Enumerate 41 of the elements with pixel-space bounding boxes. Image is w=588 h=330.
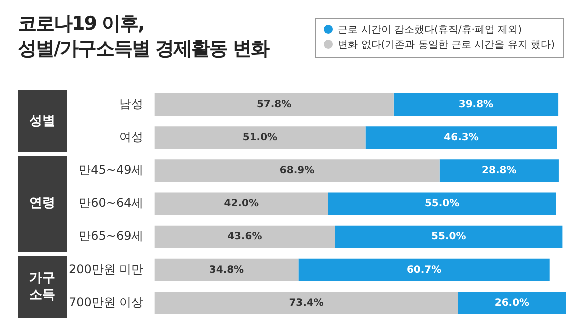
data-label: 42.0%	[224, 198, 259, 210]
data-label: 55.0%	[432, 232, 466, 243]
bar	[154, 160, 440, 182]
data-label: 57.8%	[256, 99, 292, 110]
data-label: 46.3%	[444, 132, 479, 144]
bar	[366, 126, 558, 150]
bar	[440, 160, 559, 182]
legend-label: 근로 시간이 감소했다(휴직/휴·폐업 제외)	[337, 24, 524, 38]
bar	[154, 126, 366, 150]
bar	[154, 93, 394, 116]
y-tick-label: 700만원 이상	[69, 295, 144, 310]
data-label: 55.0%	[424, 198, 460, 210]
y-tick-label: 만60~64세	[79, 196, 144, 210]
data-label: 26.0%	[494, 298, 530, 309]
text: 가구 소득	[18, 256, 67, 318]
y-tick-label: 만45~49세	[79, 163, 144, 178]
y-tick-label: 남성	[120, 96, 144, 111]
bar	[458, 292, 566, 315]
data-label: 34.8%	[209, 264, 244, 276]
legend-label: 변화 없다(기존과 동일한 근로 시간을 유지 했다)	[337, 39, 555, 53]
y-tick-label: 여성	[120, 130, 144, 144]
data-label: 28.8%	[482, 166, 517, 177]
data-label: 60.7%	[406, 264, 442, 276]
bar	[298, 258, 550, 282]
data-label: 51.0%	[242, 132, 278, 144]
bar	[154, 292, 458, 315]
y-tick-label: 만65~69세	[79, 229, 144, 244]
bar	[154, 192, 328, 216]
data-label: 39.8%	[458, 99, 494, 110]
bar	[154, 226, 336, 248]
bar	[154, 258, 299, 282]
data-label: 43.6%	[228, 232, 262, 243]
data-label: 68.9%	[280, 166, 315, 177]
chart-title: 코로나19 이후, 성별/가구소득별 경제활동 변화	[18, 12, 270, 62]
data-label: 73.4%	[289, 298, 324, 309]
bar	[394, 93, 559, 116]
bar	[335, 226, 563, 248]
y-tick-label: 200만원 미만	[69, 262, 144, 276]
text: 연령	[18, 156, 67, 252]
text: 성별	[18, 90, 67, 152]
bar	[328, 192, 556, 216]
